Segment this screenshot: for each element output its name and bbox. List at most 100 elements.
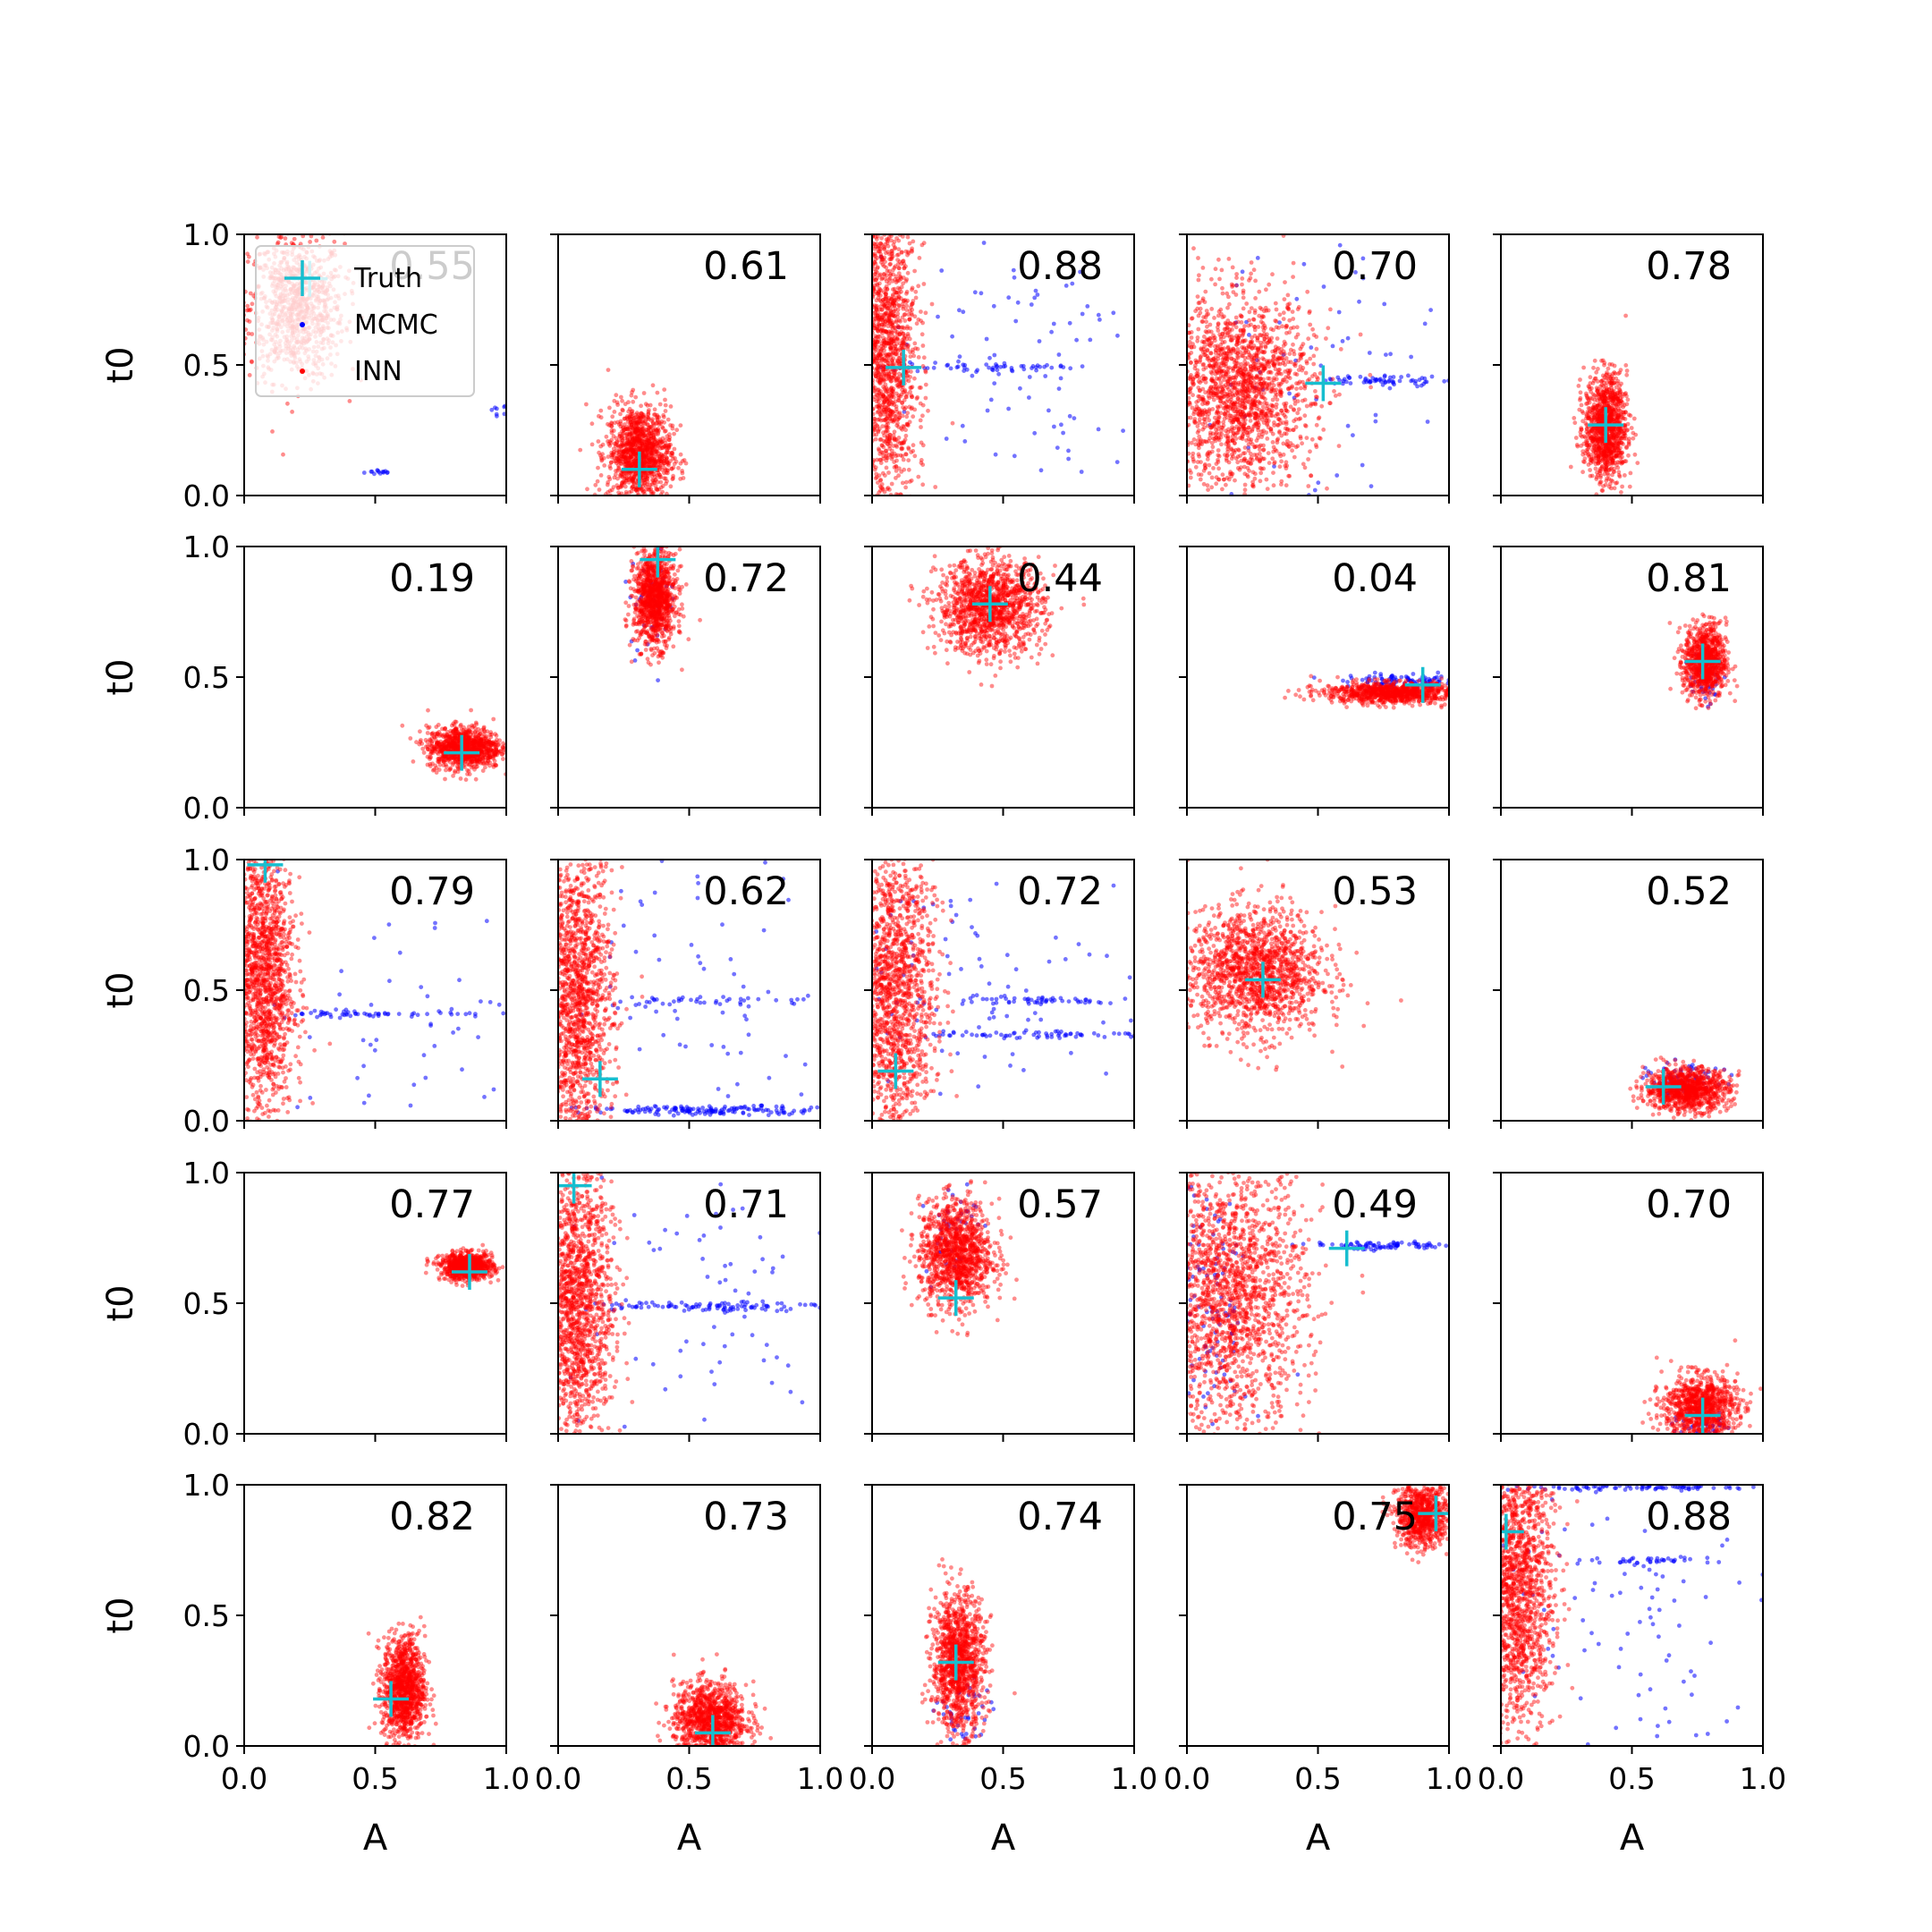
inn-point [885, 310, 890, 316]
inn-point [630, 430, 635, 436]
inn-point [895, 307, 901, 312]
mcmc-point [1309, 345, 1314, 350]
inn-point [888, 310, 894, 315]
inn-point [900, 480, 905, 486]
mcmc-point [1272, 464, 1276, 469]
inn-point [656, 418, 660, 423]
mcmc-point [1378, 379, 1384, 384]
inn-point [1287, 301, 1292, 307]
mcmc-point [1078, 269, 1082, 275]
inn-point [911, 414, 916, 419]
inn-point [623, 427, 629, 431]
inn-point [633, 429, 639, 434]
inn-point [1191, 377, 1196, 382]
inn-point [1318, 371, 1323, 376]
inn-point [908, 375, 912, 379]
inn-point [883, 318, 888, 324]
inn-point [1249, 461, 1254, 466]
inn-point [611, 428, 616, 433]
inn-point [1257, 444, 1262, 449]
inn-point [902, 389, 907, 394]
inn-point [902, 406, 907, 411]
inn-point [1262, 456, 1267, 462]
inn-point [631, 450, 636, 455]
inn-point [623, 471, 629, 476]
inn-point [640, 443, 646, 448]
inn-point [640, 434, 646, 439]
inn-point [629, 422, 634, 428]
inn-point [1294, 386, 1299, 391]
inn-point [645, 475, 649, 480]
inn-point [612, 441, 617, 446]
inn-point [874, 307, 879, 312]
inn-point [902, 439, 907, 445]
inn-point [655, 441, 660, 446]
inn-point [874, 393, 879, 397]
inn-point [627, 439, 632, 445]
inn-point [889, 313, 894, 318]
inn-point [878, 487, 883, 493]
inn-point [1278, 394, 1284, 399]
inn-point [1241, 421, 1247, 427]
inn-point [632, 419, 638, 425]
inn-point [874, 326, 879, 331]
inn-point [916, 355, 921, 360]
inn-point [885, 273, 889, 278]
inn-point [614, 469, 618, 473]
inn-point [663, 409, 668, 413]
inn-point [641, 433, 646, 438]
inn-point [920, 443, 926, 448]
inn-point [887, 435, 893, 440]
inn-point [640, 473, 645, 478]
inn-point [648, 461, 653, 465]
inn-point [631, 440, 637, 445]
inn-point [877, 273, 882, 278]
inn-point [624, 415, 630, 420]
inn-point [620, 452, 625, 457]
inn-point [624, 433, 630, 438]
mcmc-point [377, 471, 383, 476]
inn-point [884, 301, 888, 307]
inn-point [640, 442, 645, 447]
inn-point [880, 368, 886, 373]
inn-point [879, 409, 884, 414]
inn-point [578, 447, 583, 453]
inn-point [895, 278, 900, 284]
inn-point [639, 411, 644, 416]
inn-point [1218, 307, 1224, 312]
inn-point [888, 355, 894, 360]
inn-point [1230, 265, 1235, 270]
inn-point [880, 319, 886, 325]
inn-point [911, 350, 915, 355]
inn-point [248, 307, 253, 312]
inn-point [874, 371, 878, 377]
inn-point [880, 470, 886, 476]
mcmc-point [1351, 433, 1355, 437]
inn-point [890, 360, 895, 365]
inn-point [611, 446, 616, 452]
inn-point [638, 419, 643, 424]
inn-point [629, 455, 633, 460]
inn-point [655, 450, 660, 454]
inn-point [874, 374, 878, 379]
inn-point [645, 476, 650, 481]
inn-point [1241, 464, 1247, 470]
inn-point [628, 419, 633, 425]
inn-point [881, 363, 886, 369]
inn-point [632, 459, 637, 463]
inn-point [628, 445, 632, 450]
inn-point [872, 247, 877, 251]
y-tick-label: 0.0 [183, 479, 230, 513]
inn-point [631, 415, 636, 420]
inn-point [889, 456, 894, 462]
inn-point [906, 378, 911, 384]
inn-point [1368, 372, 1373, 377]
inn-point [1276, 357, 1281, 361]
inn-point [633, 487, 639, 492]
inn-point [877, 356, 882, 360]
inn-point [879, 276, 885, 282]
inn-point [877, 473, 882, 478]
inn-point [668, 404, 674, 409]
inn-point [608, 460, 614, 465]
mcmc-point [1419, 383, 1424, 388]
